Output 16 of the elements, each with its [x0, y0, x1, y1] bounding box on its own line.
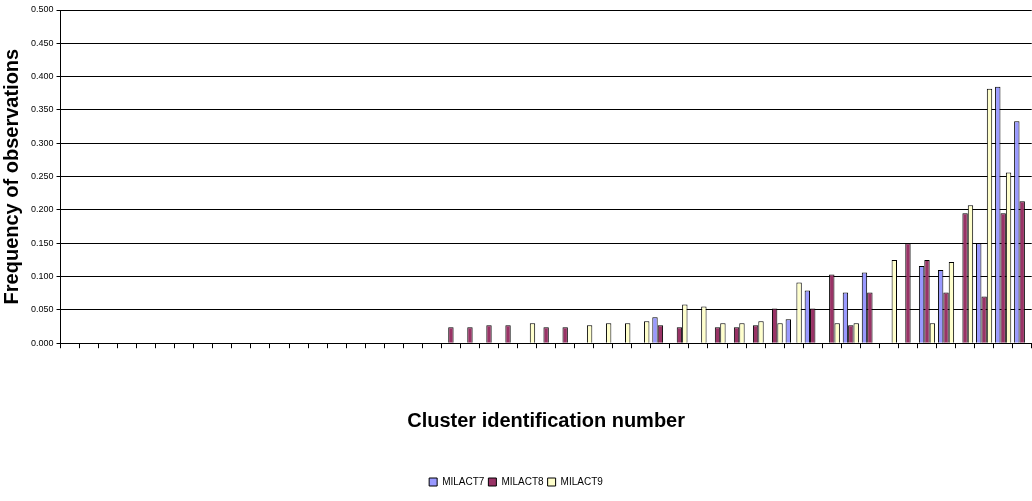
legend-label: MILACT9 — [560, 475, 604, 487]
y-axis-title: Frequency of observations — [0, 48, 22, 305]
y-tick-label: 0.350 — [30, 104, 54, 115]
y-tick-label: 0.500 — [30, 4, 54, 15]
y-tick-label: 0.050 — [30, 304, 54, 315]
y-tick-label: 0.450 — [30, 37, 54, 48]
y-tick-label: 0.000 — [30, 337, 54, 348]
x-axis-title: Cluster identification number — [407, 408, 686, 431]
y-tick-label: 0.300 — [30, 137, 54, 148]
y-tick-label: 0.100 — [30, 271, 54, 282]
y-tick-label: 0.200 — [30, 204, 54, 215]
legend-label: MILACT7 — [442, 475, 485, 487]
y-tick-label: 0.150 — [30, 237, 54, 248]
legend-label: MILACT8 — [501, 475, 545, 487]
y-tick-label: 0.250 — [30, 171, 54, 182]
y-tick-label: 0.400 — [30, 71, 54, 82]
